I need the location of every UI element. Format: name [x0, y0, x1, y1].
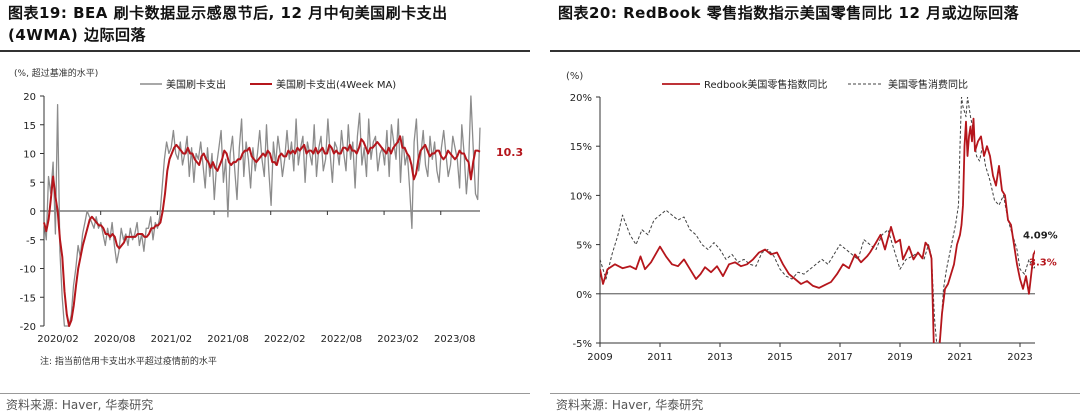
left-series-line-2: [43, 135, 481, 327]
right-bottom-rule: [550, 393, 1080, 394]
right-x-tick-label: 2009: [587, 352, 612, 363]
right-x-tick-label: 2011: [647, 352, 672, 363]
left-y-tick-label: -10: [20, 265, 36, 276]
left-x-tick-label: 2020/02: [37, 334, 79, 345]
left-x-tick-label: 2020/08: [94, 334, 136, 345]
left-figure-panel: 图表19: BEA 刷卡数据显示感恩节后, 12 月中旬美国刷卡支出 (4WMA…: [0, 0, 530, 420]
right-y-tick-label: 20%: [570, 93, 592, 104]
right-legend-label-1: Redbook美国零售指数同比: [704, 78, 827, 91]
left-bottom-rule: [0, 393, 530, 394]
right-y-tick-label: 15%: [570, 142, 592, 153]
left-x-tick-label: 2022/08: [321, 334, 363, 345]
right-line-chart: (%) 20% 15% 10% 5% 0% -5% 2009 2011 2013 2015 2017 2…: [566, 71, 1058, 363]
left-y-tick-label: 0: [30, 207, 36, 218]
right-source-note: 资料来源: Haver, 华泰研究: [556, 398, 704, 412]
left-title-line-1: 图表19: BEA 刷卡数据显示感恩节后, 12 月中旬美国刷卡支出: [8, 4, 448, 22]
right-x-tick-label: 2015: [767, 352, 792, 363]
right-unit-label: (%): [566, 71, 583, 82]
left-series-end-label: 10.3: [496, 146, 523, 159]
right-x-tick-label: 2017: [827, 352, 852, 363]
left-x-tick-label: 2023/02: [377, 334, 419, 345]
left-y-tick-label: 15: [23, 121, 36, 132]
right-x-tick-label: 2021: [947, 352, 972, 363]
left-x-tick-label: 2021/02: [151, 334, 193, 345]
right-y-tick-label: 10%: [570, 191, 592, 202]
left-legend-label-2: 美国刷卡支出(4Week MA): [276, 78, 396, 91]
right-x-tick-label: 2013: [707, 352, 732, 363]
left-x-tick-label: 2022/02: [264, 334, 306, 345]
right-legend-label-2: 美国零售消费同比: [888, 78, 968, 91]
right-figure-panel: 图表20: RedBook 零售指数指示美国零售同比 12 月或边际回落 (%)…: [550, 0, 1080, 420]
right-y-tick-label: 5%: [576, 241, 592, 252]
left-title-rule: [0, 50, 530, 52]
left-legend-label-1: 美国刷卡支出: [166, 78, 226, 91]
right-series-line-1: [600, 117, 1035, 343]
left-unit-label: (%, 超过基准的水平): [14, 67, 98, 79]
right-series-end-label-2: 4.09%: [1023, 231, 1058, 242]
right-series-line-2: [600, 97, 1035, 343]
right-x-tick-label: 2023: [1007, 352, 1032, 363]
left-footnote: 注: 指当前信用卡支出水平超过疫情前的水平: [40, 355, 217, 367]
right-y-tick-label: -5%: [573, 339, 592, 350]
left-x-tick-label: 2021/08: [207, 334, 249, 345]
right-y-tick-label: 0%: [576, 290, 592, 301]
right-figure-title: 图表20: RedBook 零售指数指示美国零售同比 12 月或边际回落: [558, 4, 1020, 22]
left-y-tick-label: -20: [20, 322, 36, 333]
left-y-tick-label: -5: [26, 236, 36, 247]
left-y-tick-label: -15: [20, 293, 36, 304]
right-title-rule: [550, 50, 1080, 52]
left-source-note: 资料来源: Haver, 华泰研究: [6, 398, 154, 412]
left-figure-title: 图表19: BEA 刷卡数据显示感恩节后, 12 月中旬美国刷卡支出 (4WMA…: [8, 2, 448, 46]
left-x-tick-label: 2023/08: [434, 334, 476, 345]
left-y-tick-label: 5: [30, 178, 36, 189]
left-y-tick-label: 10: [23, 150, 36, 161]
right-series-end-label-1: 3.3%: [1029, 257, 1057, 268]
left-y-tick-label: 20: [23, 92, 36, 103]
right-x-tick-label: 2019: [887, 352, 912, 363]
left-title-line-2: (4WMA) 边际回落: [8, 26, 146, 44]
